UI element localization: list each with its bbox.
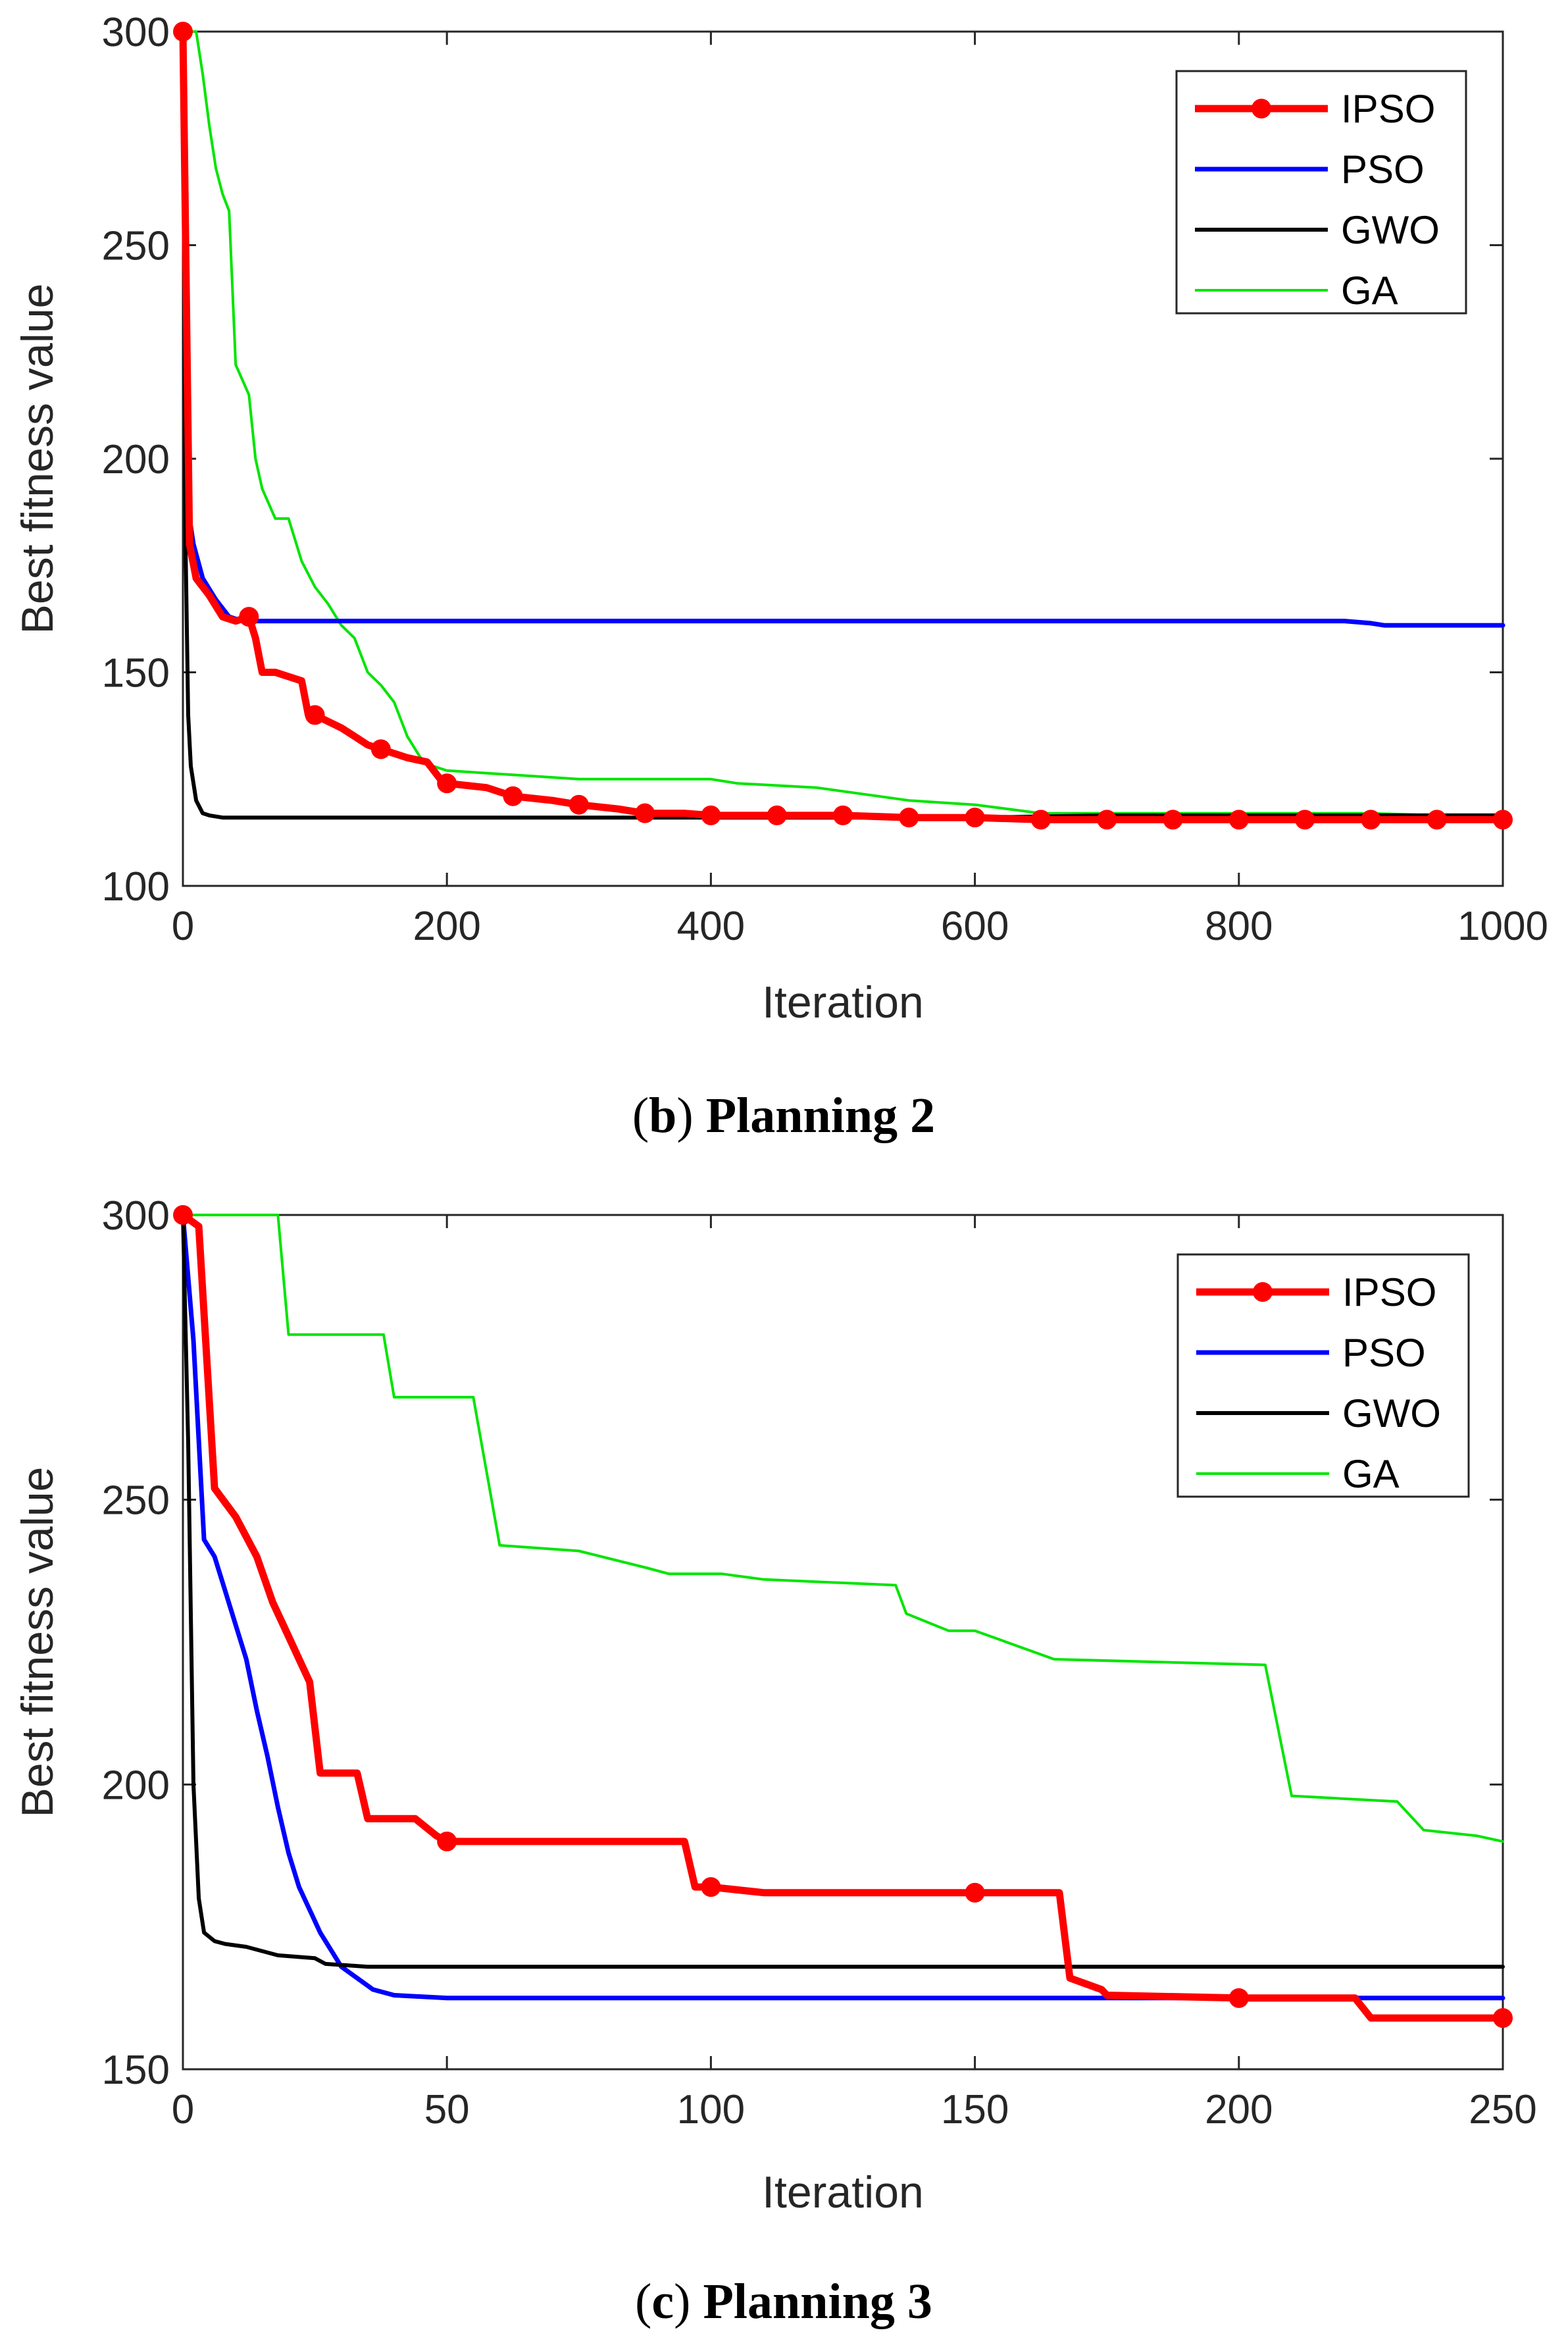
legend-label: PSO bbox=[1342, 1331, 1426, 1375]
series-line-ga bbox=[182, 1214, 1504, 1843]
marker-ipso bbox=[1097, 810, 1117, 830]
x-tick-label: 250 bbox=[1469, 2087, 1536, 2132]
caption-title: Planning 3 bbox=[703, 2274, 932, 2329]
y-axis-label: Best fitness value bbox=[13, 284, 63, 634]
marker-ipso bbox=[899, 808, 919, 828]
marker-ipso bbox=[569, 794, 589, 815]
marker-ipso bbox=[635, 803, 655, 823]
x-tick-label: 0 bbox=[172, 904, 194, 949]
series-line-gwo bbox=[181, 1213, 1505, 1969]
marker-ipso bbox=[1427, 810, 1447, 830]
y-tick-label: 250 bbox=[102, 1478, 170, 1524]
marker-ipso bbox=[437, 1831, 457, 1851]
panel-caption: (c) Planning 3 bbox=[635, 2274, 932, 2329]
marker-ipso bbox=[1493, 810, 1513, 830]
legend-label: IPSO bbox=[1341, 87, 1435, 131]
y-tick-label: 300 bbox=[102, 1193, 170, 1239]
x-tick-label: 150 bbox=[941, 2087, 1009, 2132]
x-tick-label: 600 bbox=[941, 904, 1009, 949]
axis-ticks: 0 50 100 150 200 250 150 200 250 300 bbox=[102, 1193, 1537, 2132]
legend: IPSO PSO GWO GA bbox=[1176, 1253, 1470, 1498]
y-tick-label: 150 bbox=[102, 2048, 170, 2093]
y-tick-label: 300 bbox=[102, 10, 170, 55]
x-tick-label: 1000 bbox=[1457, 904, 1548, 949]
marker-ipso bbox=[965, 1882, 985, 1903]
marker-ipso bbox=[701, 805, 721, 825]
series-line-ipso bbox=[179, 1211, 1507, 2022]
marker-ipso bbox=[701, 1877, 721, 1897]
x-axis-label: Iteration bbox=[762, 2167, 924, 2217]
series-lines bbox=[173, 22, 1513, 830]
chart-planning-2: 0 200 400 600 800 1000 100 150 200 250 300 Iterati… bbox=[13, 10, 1548, 1143]
series-line-ga bbox=[182, 30, 1504, 819]
legend-marker bbox=[1252, 99, 1271, 118]
y-tick-label: 150 bbox=[102, 651, 170, 696]
marker-ipso bbox=[1493, 2008, 1513, 2028]
marker-ipso bbox=[1361, 810, 1381, 830]
marker-ipso bbox=[173, 1205, 193, 1225]
y-tick-label: 250 bbox=[102, 224, 170, 269]
legend-label: IPSO bbox=[1342, 1270, 1436, 1314]
marker-ipso bbox=[1163, 810, 1183, 830]
series-line-pso bbox=[180, 29, 1505, 628]
marker-ipso bbox=[1228, 810, 1249, 830]
marker-ipso bbox=[305, 705, 325, 725]
legend-label: PSO bbox=[1341, 147, 1425, 192]
marker-ipso bbox=[437, 773, 457, 794]
caption-title: Planning 2 bbox=[706, 1088, 935, 1143]
legend-marker bbox=[1253, 1282, 1273, 1302]
marker-ipso bbox=[370, 739, 391, 760]
marker-ipso bbox=[503, 786, 523, 806]
x-tick-label: 100 bbox=[677, 2087, 745, 2132]
x-tick-label: 50 bbox=[424, 2087, 470, 2132]
series-lines bbox=[173, 1205, 1513, 2028]
marker-ipso bbox=[1030, 810, 1051, 830]
y-tick-label: 200 bbox=[102, 1763, 170, 1808]
axis-ticks: 0 200 400 600 800 1000 100 150 200 250 300 bbox=[102, 10, 1548, 949]
caption-letter: c bbox=[651, 2274, 674, 2329]
x-tick-label: 200 bbox=[413, 904, 480, 949]
x-tick-label: 200 bbox=[1205, 2087, 1273, 2132]
legend-label: GWO bbox=[1341, 208, 1440, 252]
marker-ipso bbox=[833, 805, 853, 825]
chart-planning-3: 0 50 100 150 200 250 150 200 250 300 Iteration Be… bbox=[13, 1193, 1537, 2329]
x-tick-label: 400 bbox=[677, 904, 745, 949]
legend: IPSO PSO GWO GA bbox=[1175, 70, 1467, 315]
legend-label: GWO bbox=[1342, 1391, 1441, 1435]
marker-ipso bbox=[767, 805, 787, 825]
y-axis-label: Best fitness value bbox=[13, 1467, 63, 1818]
legend-label: GA bbox=[1342, 1452, 1400, 1496]
series-line-pso bbox=[180, 1212, 1505, 2001]
marker-ipso bbox=[1295, 810, 1315, 830]
marker-ipso bbox=[173, 22, 193, 41]
marker-ipso bbox=[239, 607, 259, 627]
x-tick-label: 0 bbox=[172, 2087, 194, 2132]
marker-ipso bbox=[1228, 1988, 1249, 2008]
x-axis-label: Iteration bbox=[762, 977, 924, 1027]
panel-caption: (b) Planning 2 bbox=[632, 1088, 935, 1143]
legend-label: GA bbox=[1341, 269, 1398, 313]
y-tick-label: 100 bbox=[102, 864, 170, 910]
marker-ipso bbox=[965, 808, 985, 828]
x-tick-label: 800 bbox=[1205, 904, 1273, 949]
y-tick-label: 200 bbox=[102, 437, 170, 482]
caption-letter: b bbox=[649, 1088, 676, 1143]
